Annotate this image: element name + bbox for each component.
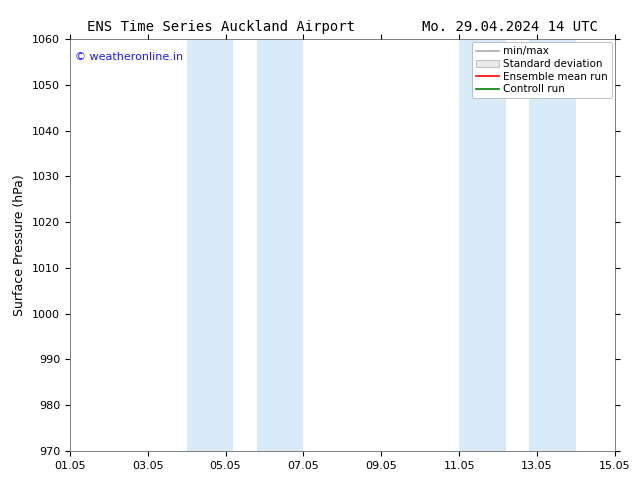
Y-axis label: Surface Pressure (hPa): Surface Pressure (hPa): [13, 174, 27, 316]
Bar: [459, 39, 506, 451]
Legend: min/max, Standard deviation, Ensemble mean run, Controll run: min/max, Standard deviation, Ensemble me…: [472, 42, 612, 98]
Text: © weatheronline.in: © weatheronline.in: [75, 51, 183, 62]
Bar: [186, 39, 233, 451]
Bar: [257, 39, 304, 451]
Title: ENS Time Series Auckland Airport        Mo. 29.04.2024 14 UTC: ENS Time Series Auckland Airport Mo. 29.…: [87, 20, 598, 34]
Bar: [529, 39, 576, 451]
